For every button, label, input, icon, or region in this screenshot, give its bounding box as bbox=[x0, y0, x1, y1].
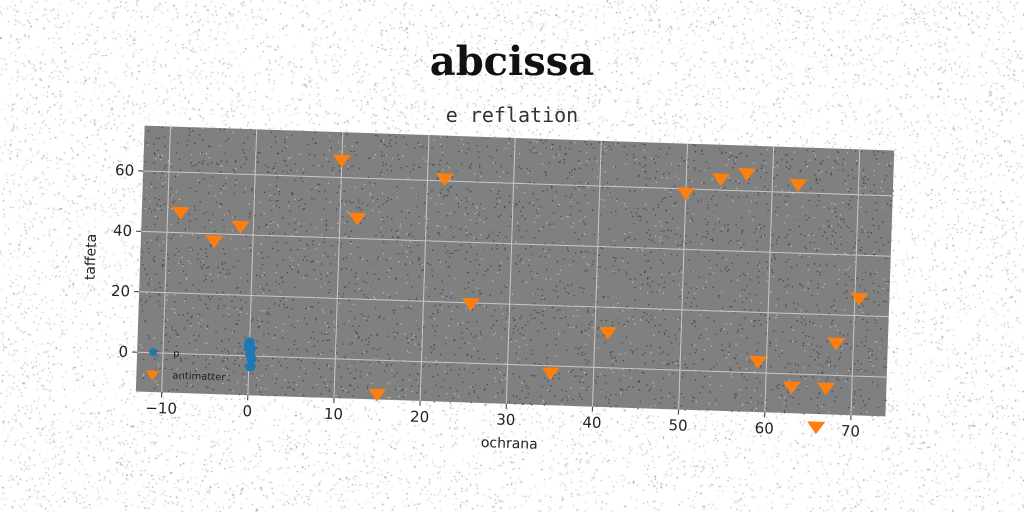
y-tick-label: 60 bbox=[115, 161, 135, 180]
x-tick-label: −10 bbox=[145, 399, 177, 418]
x-tick-label: 60 bbox=[754, 419, 774, 438]
x-tick-label: 70 bbox=[841, 422, 861, 441]
legend-label: p bbox=[173, 349, 180, 360]
x-tick-label: 20 bbox=[410, 408, 430, 427]
y-tick-label: 0 bbox=[118, 343, 128, 361]
y-tick-label: 40 bbox=[113, 221, 133, 240]
legend-label: antimatter bbox=[172, 371, 226, 384]
x-tick-label: 40 bbox=[582, 413, 602, 432]
point-antimatter bbox=[807, 421, 825, 434]
plot-background bbox=[136, 126, 894, 417]
x-axis-label: ochrana bbox=[481, 435, 538, 453]
x-tick-label: 10 bbox=[324, 405, 344, 424]
x-tick-label: 0 bbox=[242, 402, 252, 420]
y-tick-label: 20 bbox=[111, 282, 131, 301]
x-tick-label: 30 bbox=[496, 410, 516, 429]
y-axis-label: taffeta bbox=[83, 233, 101, 280]
x-tick-label: 50 bbox=[668, 416, 688, 435]
